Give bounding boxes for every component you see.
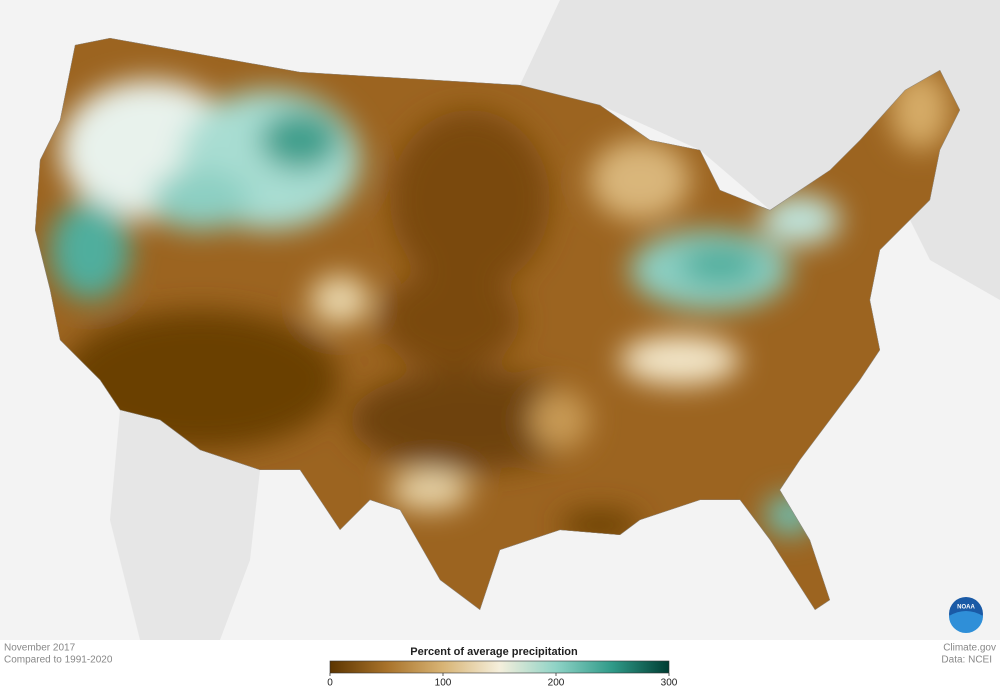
legend-title: Percent of average precipitation: [410, 646, 578, 658]
mexico: [110, 410, 260, 640]
caption-date: November 2017: [4, 643, 76, 654]
colorbar-tick-label: 300: [661, 678, 678, 689]
credit-source: Data: NCEI: [941, 655, 992, 666]
colorbar-tick-label: 100: [435, 678, 452, 689]
colorbar-tick-label: 200: [548, 678, 565, 689]
credit-site: Climate.gov: [943, 643, 996, 654]
colorbar-tick-label: 0: [327, 678, 333, 689]
noaa-logo-text: NOAA: [957, 605, 975, 611]
caption-baseline: Compared to 1991-2020: [4, 655, 113, 666]
noaa-logo-wave: [949, 611, 983, 633]
canada: [520, 0, 1000, 300]
colorbar: [329, 660, 670, 674]
